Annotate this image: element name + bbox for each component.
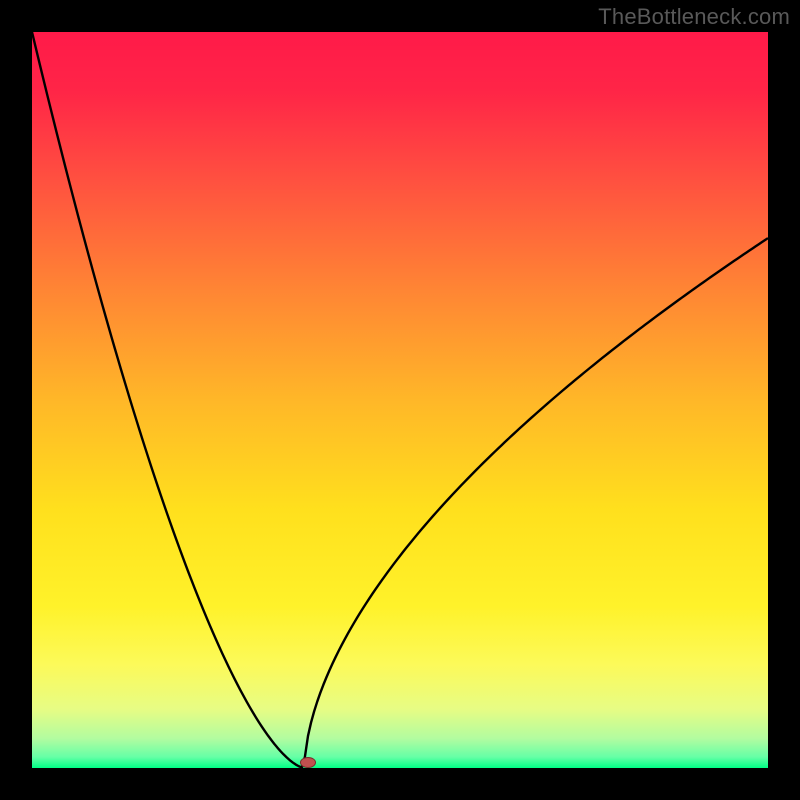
watermark-text: TheBottleneck.com — [598, 4, 790, 30]
curve-line — [32, 32, 768, 768]
outer-frame: TheBottleneck.com — [0, 0, 800, 800]
curve-path — [32, 32, 768, 768]
plot-area — [32, 32, 768, 768]
